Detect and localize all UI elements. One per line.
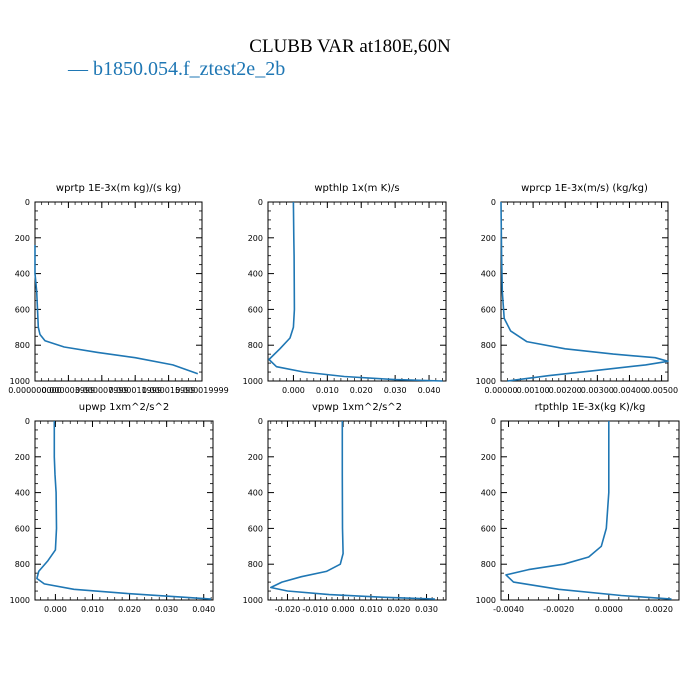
x-tick-label: -0.020 <box>275 605 301 614</box>
y-tick-label: 800 <box>248 560 263 569</box>
x-tick-label: 0.0020 <box>645 605 673 614</box>
series-line-1 <box>505 421 672 600</box>
series-line-1 <box>268 201 443 382</box>
x-tick-label: -0.0040 <box>493 605 524 614</box>
panel-6: rtpthlp 1E-3x(kg K)/kg02004006008001000-… <box>476 402 680 614</box>
x-tick-label: 0.00400 <box>613 386 646 395</box>
y-tick-label: 400 <box>15 489 30 498</box>
panel-title: wprcp 1E-3x(m/s) (kg/kg) <box>521 183 648 194</box>
x-tick-label: 0.020 <box>350 386 373 395</box>
y-tick-label: 800 <box>248 341 263 350</box>
panel-3: wprcp 1E-3x(m/s) (kg/kg) 0 200 400 600 800 100… <box>476 183 678 395</box>
y-tick-label: 1000 <box>243 377 263 386</box>
plot-frame <box>34 201 203 382</box>
panel-title: upwp 1xm^2/s^2 <box>79 402 169 413</box>
y-tick-label: 600 <box>248 305 263 314</box>
y-tick-label: 400 <box>248 489 263 498</box>
plot-frame <box>500 420 680 601</box>
y-tick-label: 200 <box>248 234 263 243</box>
x-tick-label: -0.0020 <box>543 605 574 614</box>
panel-title: rtpthlp 1E-3x(kg K)/kg <box>535 402 646 413</box>
panel-title: wpthlp 1x(m K)/s <box>314 183 399 194</box>
y-tick-label: 800 <box>15 341 30 350</box>
y-tick-label: 1000 <box>476 377 496 386</box>
y-tick-label: 400 <box>481 270 496 279</box>
series-line-1 <box>500 201 669 382</box>
x-tick-label: 0.000 <box>282 386 305 395</box>
y-tick-label: 0 <box>491 198 496 207</box>
y-tick-label: 200 <box>248 453 263 462</box>
legend-label: b1850.054.f_ztest2e_2b <box>93 58 286 80</box>
y-tick-label: 800 <box>15 560 30 569</box>
y-tick-label: 1000 <box>476 596 496 605</box>
figure-title: CLUBB VAR at180E,60N <box>249 36 451 57</box>
panel-title: wprtp 1E-3x(m kg)/(s kg) <box>56 183 181 194</box>
plot-frame <box>34 420 214 601</box>
x-tick-label: 0.000000000 <box>8 386 61 395</box>
x-tick-label: 0.00000 <box>484 386 517 395</box>
y-tick-label: 400 <box>481 489 496 498</box>
y-tick-label: 1000 <box>243 596 263 605</box>
y-tick-label: 0 <box>491 417 496 426</box>
x-tick-label: 0.000019999 <box>175 386 228 395</box>
y-tick-label: 0 <box>25 198 30 207</box>
legend-line-marker: — <box>68 58 93 80</box>
x-tick-label: 0.020 <box>387 605 410 614</box>
y-tick-label: 0 <box>258 198 263 207</box>
panel-title: vpwp 1xm^2/s^2 <box>312 402 402 413</box>
y-tick-label: 200 <box>481 453 496 462</box>
y-tick-label: 0 <box>25 417 30 426</box>
y-tick-label: 400 <box>248 270 263 279</box>
y-tick-label: 0 <box>258 417 263 426</box>
x-tick-label: 0.000 <box>332 605 355 614</box>
panel-1: wprtp 1E-3x(m kg)/(s kg) 0 200 400 600 800 100… <box>8 183 228 395</box>
series-line-1 <box>36 421 212 600</box>
panel-2: wpthlp 1x(m K)/s 0 200 400 600 800 1000 0.000 0.… <box>243 183 447 395</box>
x-tick-label: 0.000007999 <box>75 386 128 395</box>
series-line-1 <box>269 421 435 600</box>
y-tick-label: 400 <box>15 270 30 279</box>
y-tick-label: 600 <box>248 524 263 533</box>
x-tick-label: 0.030 <box>384 386 407 395</box>
panel-5: vpwp 1xm^2/s^2 0 200 400 600 800 1000 -0.020 -0.… <box>243 402 447 614</box>
y-tick-label: 600 <box>15 305 30 314</box>
x-tick-label: 0.040 <box>192 605 215 614</box>
y-tick-label: 600 <box>481 305 496 314</box>
x-tick-label: 0.00300 <box>581 386 614 395</box>
x-tick-label: 0.020 <box>118 605 141 614</box>
x-tick-label: 0.030 <box>155 605 178 614</box>
y-tick-label: 1000 <box>10 377 30 386</box>
y-tick-label: 200 <box>15 453 30 462</box>
x-tick-label: 0.010 <box>316 386 339 395</box>
y-tick-label: 200 <box>481 234 496 243</box>
y-tick-label: 200 <box>15 234 30 243</box>
x-tick-label: 0.000003999 <box>42 386 95 395</box>
x-tick-label: 0.010 <box>359 605 382 614</box>
y-tick-label: 800 <box>481 560 496 569</box>
y-tick-label: 1000 <box>10 596 30 605</box>
x-tick-label: 0.0000 <box>595 605 623 614</box>
x-tick-label: 0.00200 <box>549 386 582 395</box>
x-tick-label: 0.030 <box>415 605 438 614</box>
x-tick-label: 0.00500 <box>645 386 678 395</box>
plot-frame <box>267 420 447 601</box>
y-tick-label: 600 <box>15 524 30 533</box>
x-tick-label: 0.000 <box>44 605 67 614</box>
series-line-1 <box>34 245 199 375</box>
x-tick-label: 0.010 <box>81 605 104 614</box>
x-tick-label: 0.000015999 <box>142 386 195 395</box>
y-tick-label: 600 <box>481 524 496 533</box>
x-tick-label: -0.010 <box>302 605 328 614</box>
y-tick-label: 800 <box>481 341 496 350</box>
x-tick-label: 0.040 <box>418 386 441 395</box>
x-tick-label: 0.000011999 <box>108 386 161 395</box>
legend-entry: — b1850.054.f_ztest2e_2b <box>68 58 285 81</box>
plot-frame <box>500 201 669 382</box>
panel-4: upwp 1xm^2/s^2 0 200 400 600 800 1000 0.000 0.01… <box>10 402 216 614</box>
x-tick-label: 0.00100 <box>517 386 550 395</box>
